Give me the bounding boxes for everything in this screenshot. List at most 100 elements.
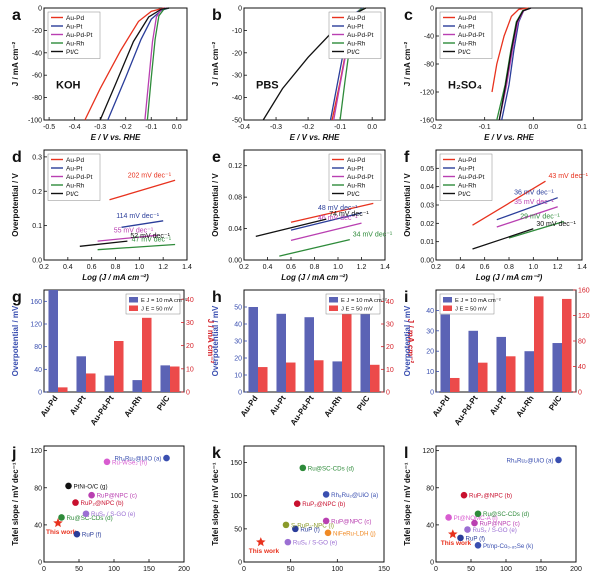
y-tick-label: 0.01 <box>420 239 434 246</box>
legend-box <box>439 153 493 201</box>
legend-label: E J = 10 mA cm⁻² <box>455 298 501 304</box>
legend-label: Au-Pt <box>347 166 363 173</box>
legend-box <box>125 293 181 315</box>
series-line-pt-c <box>79 240 128 247</box>
category-label: Au-Pd <box>239 394 260 419</box>
x-tick-label: 1.2 <box>553 264 563 271</box>
legend-box <box>325 293 381 315</box>
legend-label: Au-Rh <box>458 183 477 190</box>
y-axis-label: Overpotential / mV <box>211 305 220 376</box>
y-tick-label: -40 <box>232 95 242 102</box>
bar-current-density <box>450 377 460 392</box>
y-tick-label: 120 <box>30 448 42 455</box>
legend-swatch <box>443 305 452 311</box>
x-tick-label: 0.0 <box>528 124 538 131</box>
y-tick-label: -20 <box>232 50 242 57</box>
y-tick-label: 40 <box>34 367 42 374</box>
point-label: This work <box>46 529 77 536</box>
y2-tick-label: 40 <box>386 299 394 306</box>
x-axis-label: E / V vs. RHE <box>484 133 534 142</box>
data-point <box>65 482 72 490</box>
x-tick-label: 200 <box>178 566 190 573</box>
legend-box <box>47 11 101 59</box>
x-tick-label: 0.8 <box>310 264 320 271</box>
x-tick-label: 1.0 <box>528 264 538 271</box>
panel-letter: a <box>12 7 21 24</box>
x-tick-label: 0.2 <box>431 264 441 271</box>
x-tick-label: 0.6 <box>286 264 296 271</box>
data-point <box>324 529 332 537</box>
legend-label: J E = 50 mV <box>141 307 173 313</box>
series-line-au-pd <box>472 180 546 226</box>
panel-letter: j <box>11 445 16 462</box>
data-point <box>457 534 464 542</box>
legend-label: Au-Rh <box>458 41 477 48</box>
series-line-au-pd-pt <box>290 222 362 242</box>
series-line-au-rh <box>508 220 564 239</box>
data-point <box>73 530 81 538</box>
y-axis-label: Overpotential / V <box>211 173 220 237</box>
y-tick-label: 0.00 <box>228 258 242 265</box>
y-tick-label: 50 <box>234 305 242 312</box>
x-tick-label: 150 <box>143 566 155 573</box>
legend-label: Au-Pt <box>66 24 82 31</box>
bar-overpotential <box>524 351 534 392</box>
y-tick-label: 0.3 <box>32 154 42 161</box>
point-label: RuSₓ / S-GO (e) <box>91 511 135 518</box>
data-point <box>293 500 301 507</box>
y-tick-label: 0.04 <box>420 184 434 191</box>
data-point-star <box>256 537 266 547</box>
y-tick-label: 120 <box>422 448 434 455</box>
legend-label: Au-Rh <box>66 183 85 190</box>
legend-label: Pt/C <box>66 49 79 56</box>
x-tick-label: -0.2 <box>430 124 442 131</box>
y-tick-label: 0 <box>430 560 434 567</box>
x-tick-label: -0.1 <box>479 124 491 131</box>
y-tick-label: 100 <box>230 493 242 500</box>
y-axis-label: Overpotential / mV <box>11 305 20 376</box>
y2-tick-label: 10 <box>186 366 194 373</box>
bar-current-density <box>506 356 516 392</box>
x-tick-label: 0.1 <box>577 124 587 131</box>
point-label: Rh₈Ru₂@UiO (a) <box>506 457 553 464</box>
y2-tick-label: 160 <box>578 288 590 295</box>
legend-label: Au-Pt <box>458 24 474 31</box>
slope-label: 46 mV dec⁻¹ <box>318 215 358 222</box>
x-tick-label: 150 <box>535 566 547 573</box>
x-tick-label: 50 <box>75 566 83 573</box>
x-tick-label: 100 <box>331 566 343 573</box>
point-label: PtNi-O/C (g) <box>74 483 108 490</box>
x-axis-label: Log (J / mA cm⁻²) <box>82 273 149 282</box>
y-tick-label: 40 <box>426 522 434 529</box>
panel-letter: d <box>12 149 22 166</box>
x-tick-label: 0.2 <box>39 264 49 271</box>
legend-label: Au-Pt <box>347 24 363 31</box>
category-label: Au-Pt <box>488 394 508 417</box>
x-tick-label: 0.6 <box>87 264 97 271</box>
point-label: Ru-WSe₂ (h) <box>112 459 147 466</box>
data-point <box>58 514 65 521</box>
y-tick-label: 0 <box>238 6 242 13</box>
y-tick-label: 20 <box>426 349 434 356</box>
legend-label: Au-Rh <box>347 41 366 48</box>
point-label: S-RuP₂-NPC (i) <box>291 522 334 529</box>
x-tick-label: -0.1 <box>334 124 346 131</box>
series-line-au-pt <box>290 212 362 231</box>
x-tick-label: 1.2 <box>357 264 367 271</box>
y-tick-label: -100 <box>28 118 42 125</box>
electrolyte-label: PBS <box>256 80 279 92</box>
y-tick-label: -20 <box>32 28 42 35</box>
bar-overpotential <box>248 307 258 392</box>
slope-label: 48 mV dec⁻¹ <box>318 205 358 212</box>
bar-current-density <box>58 387 68 392</box>
point-label: Ru@SC-CDs (d) <box>308 465 354 472</box>
panel-letter: k <box>212 445 221 462</box>
y-tick-label: 30 <box>234 339 242 346</box>
point-label: Ru@SC-CDs (d) <box>67 515 113 522</box>
y-axis-label: J / mA cm⁻² <box>11 41 20 86</box>
y2-tick-label: 10 <box>386 367 394 374</box>
x-tick-label: 0 <box>242 566 246 573</box>
panel-a: a -0.5 -0.4 -0.3 -0.2 -0.1 0.0 -100 -80 -60 -40 -20… <box>11 6 188 142</box>
category-label: Au-Pt <box>268 394 288 417</box>
